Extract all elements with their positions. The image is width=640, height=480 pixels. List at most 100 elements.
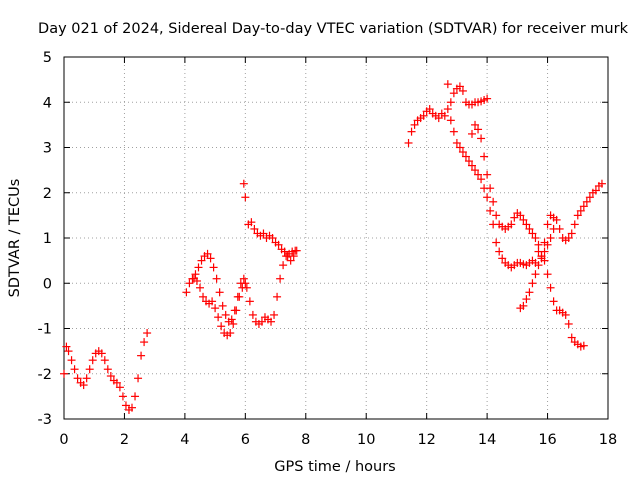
data-point (241, 279, 250, 288)
data-point (194, 263, 203, 272)
data-point (229, 319, 238, 328)
data-point (232, 306, 241, 315)
data-point (73, 374, 82, 383)
data-point (552, 215, 561, 224)
data-point (486, 184, 495, 193)
data-point (118, 392, 127, 401)
data-point (97, 349, 106, 358)
data-point (208, 297, 217, 306)
data-point (217, 322, 226, 331)
data-point (531, 234, 540, 242)
data-point (235, 292, 244, 301)
data-point (525, 224, 534, 233)
data-point (528, 279, 537, 288)
data-point (486, 206, 495, 215)
x-tick-label: 0 (59, 432, 68, 448)
data-point (549, 224, 558, 233)
data-point (483, 170, 492, 179)
y-tick-label: -2 (38, 367, 52, 383)
data-point (79, 381, 88, 390)
data-point (567, 229, 576, 238)
data-point (455, 143, 464, 152)
data-point (449, 89, 458, 98)
data-point (561, 310, 570, 319)
x-tick-label: 12 (417, 432, 435, 448)
y-tick-label: 1 (43, 231, 52, 247)
data-point (112, 378, 121, 387)
data-point (567, 333, 576, 342)
data-point (82, 374, 91, 383)
data-point (140, 338, 149, 347)
data-point (492, 238, 501, 247)
data-point (537, 254, 546, 263)
y-tick-label: 4 (43, 95, 52, 111)
data-point (185, 279, 194, 288)
data-point (239, 179, 248, 188)
data-point (241, 193, 250, 202)
data-point (289, 252, 298, 261)
data-point (534, 240, 543, 249)
data-point (100, 356, 109, 365)
data-point (410, 120, 419, 129)
data-point (543, 270, 552, 279)
data-point (477, 134, 486, 143)
data-point (425, 105, 434, 114)
data-point (474, 125, 483, 134)
data-point (103, 365, 112, 374)
data-point (215, 288, 224, 297)
x-tick-label: 4 (180, 432, 189, 448)
x-axis-label: GPS time / hours (274, 459, 395, 475)
data-point (519, 215, 528, 224)
data-point (192, 276, 201, 285)
data-point (131, 392, 140, 401)
y-tick-label: 2 (43, 186, 52, 202)
data-point (464, 157, 473, 166)
data-point (238, 283, 247, 292)
data-point (279, 261, 288, 270)
data-point (579, 341, 588, 350)
data-point (483, 94, 492, 103)
data-point (268, 234, 277, 242)
y-tick-label: 0 (43, 276, 52, 292)
y-tick-label: -3 (38, 412, 52, 428)
data-point (522, 295, 531, 304)
data-point (60, 369, 68, 378)
data-point (452, 138, 461, 147)
data-point (196, 283, 204, 292)
grid (64, 57, 608, 419)
data-point (446, 116, 455, 125)
data-point (62, 342, 71, 351)
data-point (582, 197, 591, 206)
data-point (67, 356, 76, 365)
data-point (597, 179, 606, 188)
data-point (519, 301, 528, 310)
data-point (115, 383, 124, 392)
data-point (443, 105, 452, 114)
data-point (143, 329, 152, 338)
data-point (292, 246, 301, 255)
data-point (404, 138, 413, 147)
data-point (534, 261, 543, 270)
y-tick-label: 3 (43, 141, 52, 157)
data-point (274, 240, 283, 249)
data-point (199, 292, 208, 301)
data-point (434, 114, 443, 123)
y-tick-label: -1 (38, 322, 52, 338)
y-axis-label: SDTVAR / TECUs (7, 179, 23, 298)
data-point (248, 310, 257, 319)
data-point (468, 161, 476, 170)
data-point (543, 220, 552, 229)
data-point (591, 186, 600, 195)
data-point (182, 288, 191, 297)
data-point (449, 127, 458, 136)
data-point (498, 254, 507, 263)
data-point (273, 292, 282, 301)
data-point (461, 152, 470, 161)
axis-ticks (63, 56, 609, 420)
y-tick-label: 5 (43, 50, 52, 66)
data-point (267, 317, 276, 326)
data-point (212, 274, 221, 283)
data-point (477, 175, 486, 184)
data-point (458, 86, 467, 95)
data-point (540, 247, 549, 256)
